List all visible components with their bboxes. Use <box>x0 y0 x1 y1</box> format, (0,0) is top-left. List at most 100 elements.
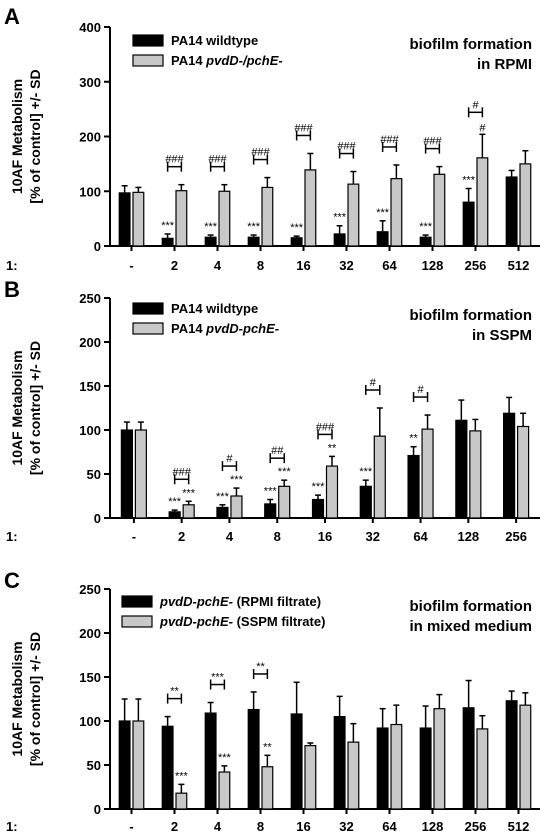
x-axis-prefix: 1: <box>6 258 18 273</box>
legend-swatch <box>121 595 153 608</box>
bar-series2 <box>261 766 274 810</box>
significance-marker: *** <box>161 220 175 232</box>
legend-swatch <box>132 34 164 47</box>
y-tick-label: 200 <box>79 130 101 145</box>
bar-series1 <box>118 720 131 810</box>
x-tick-label: 4 <box>214 819 222 834</box>
legend-swatch <box>132 322 164 335</box>
x-tick-label: - <box>129 258 133 273</box>
y-tick-label: 300 <box>79 75 101 90</box>
bar-series2 <box>469 430 482 519</box>
y-tick-label: 100 <box>79 423 101 438</box>
bar-series1 <box>462 201 475 247</box>
bar-series1 <box>264 503 277 519</box>
x-tick-label: 16 <box>296 819 310 834</box>
chart-panel-a: A 10AF Metabolism [% of control] +/- SD 0 10… <box>4 4 540 273</box>
bar-series1 <box>168 511 181 519</box>
legend-label: PA14 wildtype <box>171 33 258 48</box>
bar-series2 <box>134 429 147 519</box>
significance-marker: *** <box>168 496 182 508</box>
comparison-marker: ### <box>208 154 227 166</box>
x-tick-label: 4 <box>226 529 234 544</box>
x-tick-label: 512 <box>508 258 530 273</box>
bar-series2 <box>347 741 360 810</box>
comparison-marker: ### <box>316 421 335 433</box>
x-axis-prefix: 1: <box>6 529 18 544</box>
x-tick-label: 64 <box>382 819 397 834</box>
bar-series2 <box>476 728 489 810</box>
x-tick-label: 128 <box>422 819 444 834</box>
legend-label-part: PA14 wildtype <box>171 301 258 316</box>
bar-series1 <box>505 176 518 247</box>
legend-label-part: PA14 <box>171 321 206 336</box>
bar-series2 <box>278 485 291 519</box>
bar-series1 <box>120 429 133 519</box>
y-tick-label: 250 <box>79 291 101 306</box>
x-tick-label: 16 <box>296 258 310 273</box>
bar-series1 <box>161 725 174 810</box>
bar-series2 <box>373 435 386 519</box>
comparison-marker: ## <box>271 445 284 457</box>
bar-series2 <box>261 186 274 247</box>
significance-marker: *** <box>230 474 244 486</box>
significance-marker: *** <box>359 466 373 478</box>
significance-marker: *** <box>290 222 304 234</box>
significance-marker: *** <box>182 487 196 499</box>
legend-swatch <box>132 54 164 67</box>
y-axis-label: [% of control] +/- SD <box>27 341 43 475</box>
comparison-marker: ### <box>380 134 399 146</box>
bar-series1 <box>290 237 303 247</box>
x-tick-label: - <box>129 819 133 834</box>
comparison-marker: # <box>370 377 377 389</box>
x-tick-label: 64 <box>382 258 397 273</box>
x-tick-label: 256 <box>465 819 487 834</box>
legend-label: pvdD-pchE- (RPMI filtrate) <box>159 594 321 609</box>
comparison-marker: ### <box>251 147 270 159</box>
bar-series1 <box>505 700 518 810</box>
comparison-marker: ### <box>337 141 356 153</box>
panel-letter: C <box>4 568 20 593</box>
y-tick-label: 150 <box>79 670 101 685</box>
bar-series2 <box>390 723 403 810</box>
significance-marker: *** <box>204 221 218 233</box>
bar-series1 <box>455 419 468 519</box>
chart-annotation: in SSPM <box>472 327 532 344</box>
bar-series2 <box>230 495 243 519</box>
bar-series1 <box>359 485 372 519</box>
bar-series2 <box>175 792 188 810</box>
bar-series1 <box>247 708 260 810</box>
significance-marker: *** <box>419 221 433 233</box>
legend-label-part: pvdD-pchE- <box>159 614 233 629</box>
x-tick-label: 4 <box>214 258 222 273</box>
x-tick-label: 256 <box>465 258 487 273</box>
legend-label-part: (SSPM filtrate) <box>233 614 325 629</box>
significance-marker: *** <box>264 486 278 498</box>
comparison-marker: ** <box>170 686 179 698</box>
y-tick-label: 200 <box>79 335 101 350</box>
bar-series2 <box>304 169 317 247</box>
bar-series1 <box>118 192 131 247</box>
comparison-marker: # <box>226 453 233 465</box>
x-tick-label: 8 <box>274 529 281 544</box>
bar-series2 <box>519 163 532 247</box>
bar-series2 <box>218 190 231 247</box>
x-tick-label: 2 <box>171 819 178 834</box>
legend-label-part: pvdD-/pchE- <box>205 53 283 68</box>
bar-series1 <box>333 233 346 247</box>
bar-series1 <box>419 236 432 247</box>
significance-marker: # <box>479 122 486 134</box>
legend-label-part: PA14 <box>171 53 206 68</box>
panel-letter: A <box>4 4 20 29</box>
bar-series2 <box>218 771 231 810</box>
comparison-marker: # <box>417 384 424 396</box>
bar-series1 <box>204 236 217 247</box>
legend-label-part: pvdD-pchE- <box>159 594 233 609</box>
legend-label-part: PA14 wildtype <box>171 33 258 48</box>
y-axis-label: 10AF Metabolism <box>9 350 25 465</box>
x-tick-label: 128 <box>457 529 479 544</box>
significance-marker: *** <box>247 221 261 233</box>
comparison-marker: ** <box>256 661 265 673</box>
legend-label: PA14 wildtype <box>171 301 258 316</box>
y-tick-label: 0 <box>94 239 101 254</box>
y-tick-label: 100 <box>79 714 101 729</box>
